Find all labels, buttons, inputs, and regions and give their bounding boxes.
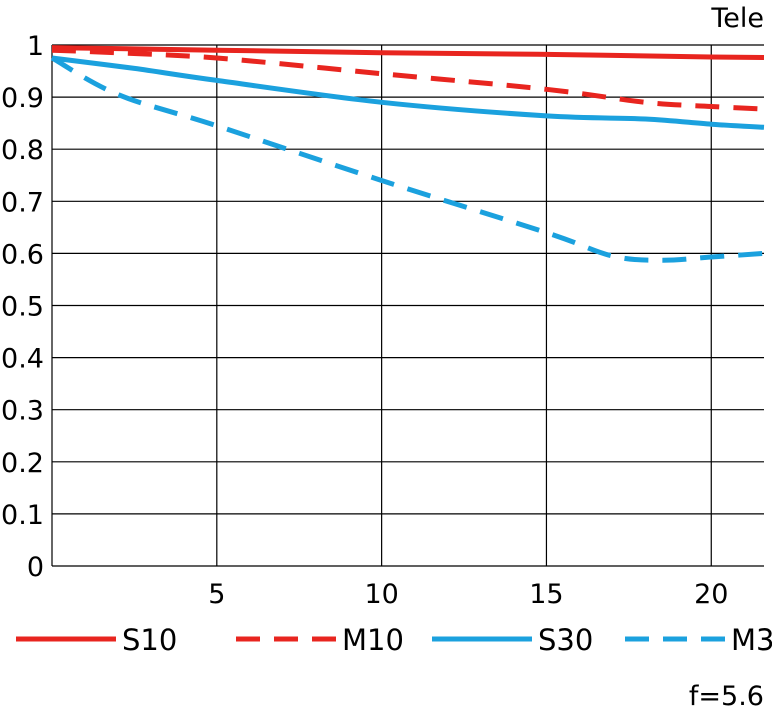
legend-label-s30: S30 [538, 623, 593, 657]
tick-labels: 00.10.20.30.40.50.60.70.80.915 10 15 20 [1, 31, 728, 610]
y-tick-label: 0.4 [1, 344, 44, 375]
y-tick-label: 0.7 [1, 187, 44, 218]
series-line-s10 [51, 45, 765, 60]
grid [51, 44, 764, 567]
legend-label-m30: M30 [731, 623, 772, 657]
y-tick-label: 0.3 [1, 396, 44, 427]
series-line-s30 [51, 55, 765, 130]
y-tick-label: 1 [27, 31, 44, 62]
x-tick-label: 20 [694, 579, 728, 610]
x-tick-label: 10 [364, 579, 398, 610]
series-lines [50, 45, 765, 263]
x-tick-label: 5 [208, 579, 225, 610]
y-tick-label: 0.5 [1, 292, 44, 323]
y-tick-label: 0.2 [1, 448, 44, 479]
aperture-footnote: f=5.6 [689, 681, 764, 710]
y-tick-label: 0 [27, 552, 44, 583]
legend-label-m10: M10 [342, 623, 404, 657]
legend: S10 M10 S30 M30 [16, 623, 772, 657]
x-tick-label: 15 [529, 579, 563, 610]
legend-label-s10: S10 [122, 623, 177, 657]
y-tick-label: 0.1 [1, 500, 44, 531]
y-tick-label: 0.8 [1, 135, 44, 166]
y-tick-label: 0.9 [1, 83, 44, 114]
y-tick-label: 0.6 [1, 239, 44, 270]
series-line-m30 [50, 55, 765, 263]
series-line-m10 [51, 47, 765, 112]
chart-title: Tele [710, 3, 764, 34]
